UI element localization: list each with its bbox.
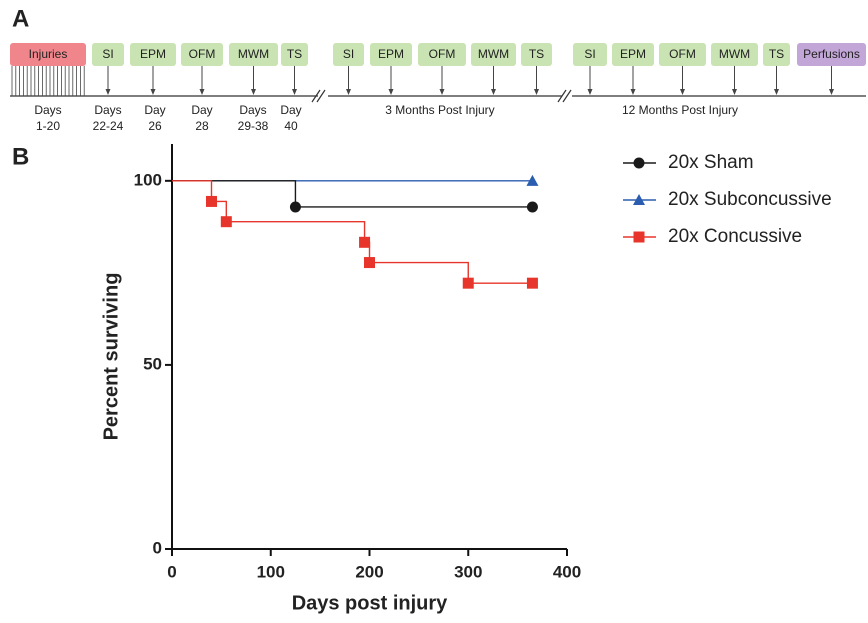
box-label: OFM xyxy=(429,47,456,61)
box-label: Perfusions xyxy=(803,47,860,61)
survival-line xyxy=(172,180,533,208)
box-label: EPM xyxy=(620,47,646,61)
day-label: Days xyxy=(34,103,61,117)
day-label: 28 xyxy=(195,119,209,133)
box-label: SI xyxy=(343,47,354,61)
y-tick-label: 100 xyxy=(134,170,162,189)
panel-label: A xyxy=(12,5,29,32)
marker xyxy=(359,236,371,248)
marker xyxy=(364,257,375,269)
timeline-box xyxy=(229,43,278,66)
arrow-head xyxy=(587,89,593,95)
box-label: EPM xyxy=(378,47,404,61)
arrow-head xyxy=(491,89,496,95)
timeline-box xyxy=(370,43,412,66)
arrow-head xyxy=(774,89,779,95)
timeline-box xyxy=(10,43,86,66)
legend-label: 20x Concussive xyxy=(668,226,802,247)
timeline-box xyxy=(521,43,552,66)
day-label: Days xyxy=(94,103,121,117)
day-label: 40 xyxy=(284,119,298,133)
arrow-head xyxy=(199,89,205,95)
timeline-box xyxy=(181,43,223,66)
arrow-head xyxy=(534,89,539,95)
survival-line xyxy=(172,180,533,284)
day-label: 1-20 xyxy=(36,119,60,133)
arrow-head xyxy=(439,89,445,95)
day-label: Day xyxy=(280,103,301,117)
timeline-box xyxy=(418,43,466,66)
legend-marker xyxy=(633,194,645,205)
marker xyxy=(462,277,474,289)
period-label: 3 Months Post Injury xyxy=(385,103,494,117)
marker xyxy=(289,201,301,213)
legend-marker xyxy=(633,157,645,169)
marker xyxy=(206,195,217,207)
arrow-head xyxy=(150,89,156,95)
box-label: SI xyxy=(102,47,113,61)
box-label: TS xyxy=(769,47,784,61)
box-label: OFM xyxy=(189,47,216,61)
timeline-box xyxy=(130,43,176,66)
box-label: EPM xyxy=(140,47,166,61)
day-label: Day xyxy=(144,103,165,117)
marker xyxy=(220,216,232,228)
timeline-box xyxy=(92,43,124,66)
x-tick-label: 300 xyxy=(454,562,482,581)
box-label: MWM xyxy=(478,47,509,61)
day-label: 29-38 xyxy=(238,119,269,133)
period-label: 12 Months Post Injury xyxy=(622,103,738,117)
timeline-box xyxy=(763,43,790,66)
y-axis-title: Percent surviving xyxy=(100,273,122,441)
arrow-head xyxy=(251,89,256,95)
timeline-box xyxy=(797,43,866,66)
timeline-box xyxy=(711,43,758,66)
timeline-box xyxy=(471,43,516,66)
timeline-box xyxy=(281,43,308,66)
box-label: Injuries xyxy=(29,47,68,61)
y-tick-label: 0 xyxy=(153,538,162,557)
arrow-head xyxy=(346,89,351,95)
box-label: SI xyxy=(584,47,595,61)
arrow-head xyxy=(680,89,685,95)
x-axis-title: Days post injury xyxy=(292,592,448,614)
timeline-box xyxy=(573,43,607,66)
panel-label: B xyxy=(12,143,29,170)
arrow-head xyxy=(829,89,834,95)
day-label: Day xyxy=(191,103,212,117)
arrow-head xyxy=(732,89,737,95)
x-tick-label: 100 xyxy=(257,562,285,581)
timeline-box xyxy=(333,43,364,66)
box-label: MWM xyxy=(238,47,269,61)
box-label: TS xyxy=(529,47,544,61)
y-tick-label: 50 xyxy=(143,354,162,373)
timeline-axis xyxy=(10,89,866,103)
day-label: 26 xyxy=(148,119,162,133)
box-label: TS xyxy=(287,47,302,61)
marker xyxy=(526,277,538,289)
timeline-box xyxy=(612,43,654,66)
x-tick-label: 200 xyxy=(355,562,383,581)
legend-label: 20x Subconcussive xyxy=(668,189,832,210)
box-label: MWM xyxy=(719,47,750,61)
marker xyxy=(526,174,539,186)
arrow-head xyxy=(388,89,394,95)
x-tick-label: 400 xyxy=(553,562,581,581)
day-label: Days xyxy=(239,103,266,117)
legend-label: 20x Sham xyxy=(668,152,754,173)
box-label: OFM xyxy=(669,47,696,61)
marker xyxy=(526,201,538,213)
legend-marker xyxy=(633,231,645,243)
day-label: 22-24 xyxy=(93,119,124,133)
arrow-head xyxy=(292,89,297,95)
x-tick-label: 0 xyxy=(167,562,176,581)
arrow-head xyxy=(630,89,636,95)
arrow-head xyxy=(105,89,111,95)
timeline-box xyxy=(659,43,706,66)
